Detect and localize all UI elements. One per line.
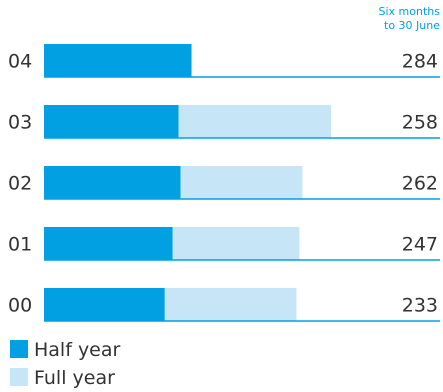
- legend-swatch: [10, 368, 28, 386]
- total-label: 284: [402, 51, 438, 73]
- legend-label: Half year: [34, 339, 121, 361]
- bar-segment: [44, 166, 181, 199]
- bar-segment: [164, 288, 297, 321]
- bar-segment: [172, 227, 300, 260]
- legend-label: Full year: [34, 367, 115, 389]
- category-label: 03: [8, 112, 32, 134]
- bar-segment: [180, 166, 303, 199]
- category-label: 04: [8, 51, 32, 73]
- legend-swatch: [10, 340, 28, 358]
- category-label: 00: [8, 295, 32, 317]
- bar-segment: [44, 227, 173, 260]
- category-label: 01: [8, 234, 32, 256]
- header-line-1: Six months: [379, 5, 441, 18]
- total-label: 233: [402, 295, 438, 317]
- bar-segment: [44, 44, 192, 77]
- bar-segment: [44, 105, 179, 138]
- total-label: 258: [402, 112, 438, 134]
- bar-segment: [178, 105, 332, 138]
- total-label: 247: [402, 234, 438, 256]
- header-line-2: to 30 June: [384, 19, 440, 32]
- bar-segment: [44, 288, 165, 321]
- total-label: 262: [402, 173, 438, 195]
- category-label: 02: [8, 173, 32, 195]
